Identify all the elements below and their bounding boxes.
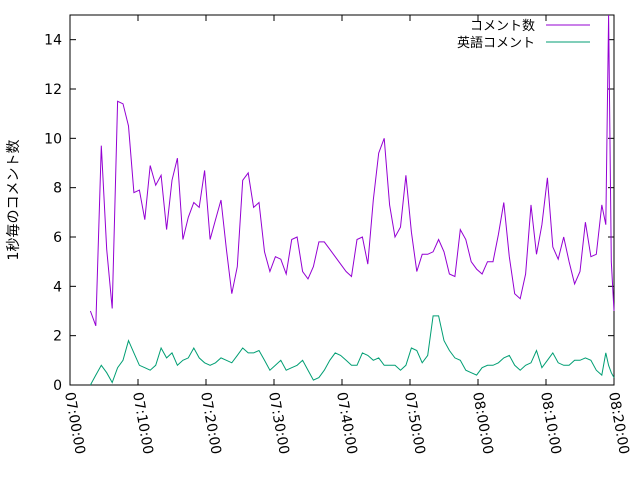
y-tick-label: 10 — [44, 131, 62, 147]
y-tick-label: 12 — [44, 82, 62, 98]
y-axis-title: 1秒毎のコメント数 — [6, 140, 22, 261]
y-tick-label: 14 — [44, 33, 62, 49]
series-line-0 — [89, 14, 615, 326]
x-axis: 07:00:00 07:10:00 07:20:00 07:30:00 07:40:00… — [61, 15, 632, 456]
x-tick-label: 08:20:00 — [605, 391, 632, 456]
series-lines — [89, 14, 615, 386]
x-tick-label: 07:20:00 — [197, 391, 224, 456]
y-tick-label: 2 — [53, 329, 62, 345]
y-tick-label: 6 — [53, 230, 62, 246]
x-tick-label: 07:50:00 — [401, 391, 428, 456]
x-tick-label: 08:10:00 — [537, 391, 564, 456]
plot-frame — [69, 14, 615, 386]
y-axis: 0 2 4 6 8 10 12 14 — [44, 33, 614, 394]
x-tick-label: 08:00:00 — [469, 391, 496, 456]
series-line-1 — [89, 315, 615, 386]
legend-label-1: 英語コメント — [457, 35, 535, 51]
x-tick-label: 07:10:00 — [129, 391, 156, 456]
y-tick-label: 0 — [53, 378, 62, 394]
y-tick-label: 8 — [53, 181, 62, 197]
x-tick-label: 07:40:00 — [333, 391, 360, 456]
x-tick-label: 07:00:00 — [61, 391, 88, 456]
legend-label-0: コメント数 — [470, 19, 535, 34]
plot-border — [69, 14, 615, 386]
y-tick-label: 4 — [53, 279, 62, 295]
x-tick-label: 07:30:00 — [265, 391, 292, 456]
